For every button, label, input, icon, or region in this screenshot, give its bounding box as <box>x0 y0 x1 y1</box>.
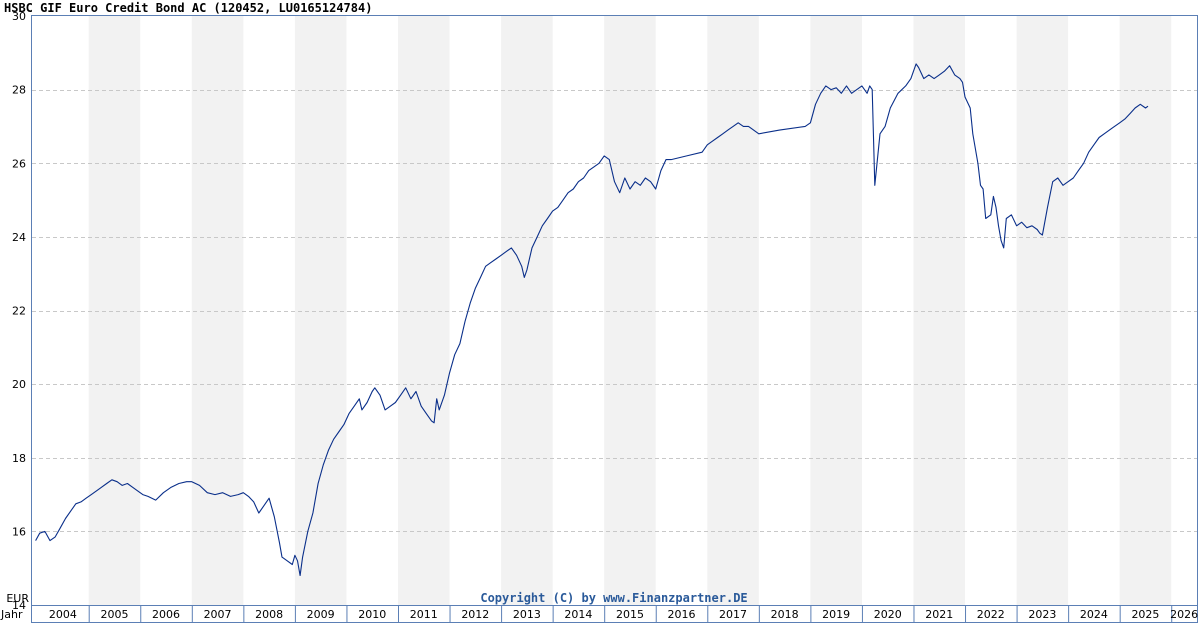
y-tick-label: 30 <box>12 10 26 23</box>
year-band <box>604 16 656 605</box>
year-band <box>1119 16 1172 605</box>
x-tick-label: 2016 <box>668 608 696 621</box>
x-tick-label: 2009 <box>307 608 335 621</box>
x-axis-box <box>31 605 1198 623</box>
y-tick-label: 14 <box>12 599 26 612</box>
x-tick-label: 2004 <box>49 608 77 621</box>
year-band <box>88 16 141 605</box>
year-band <box>294 16 347 605</box>
year-band <box>501 16 553 605</box>
x-tick-label: 2025 <box>1131 608 1159 621</box>
y-tick-label: 22 <box>12 305 26 318</box>
x-tick-label: 2021 <box>925 608 953 621</box>
x-tick-label: 2023 <box>1028 608 1056 621</box>
x-tick-label: 2013 <box>513 608 541 621</box>
year-band <box>1016 16 1069 605</box>
x-tick-label: 2005 <box>100 608 128 621</box>
x-tick-label: 2006 <box>152 608 180 621</box>
year-band <box>397 16 450 605</box>
x-tick-label: 2015 <box>616 608 644 621</box>
y-axis-ticks: 14 16 18 20 22 24 26 28 30 <box>12 10 26 612</box>
price-line <box>35 63 1149 577</box>
x-axis-label: Jahr <box>0 608 23 621</box>
copyright-notice: Copyright (C) by www.Finanzpartner.DE <box>480 591 747 605</box>
x-axis: Jahr 2004 2005 2006 2007 2008 2009 2010 2011 201… <box>0 605 1198 623</box>
x-tick-label: 2014 <box>564 608 592 621</box>
x-tick-label: 2024 <box>1080 608 1108 621</box>
year-band <box>191 16 244 605</box>
x-tick-label: 2007 <box>204 608 232 621</box>
series-layer <box>35 63 1149 577</box>
year-band <box>707 16 759 605</box>
x-tick-label: 2022 <box>977 608 1005 621</box>
unit-label: EUR <box>6 592 29 605</box>
y-tick-label: 20 <box>12 378 26 391</box>
y-tick-label: 24 <box>12 231 26 244</box>
y-tick-label: 28 <box>12 84 26 97</box>
year-band <box>913 16 966 605</box>
year-band <box>810 16 862 605</box>
y-tick-label: 26 <box>12 157 26 170</box>
grid-lines <box>32 90 1197 532</box>
x-tick-label: 2019 <box>822 608 850 621</box>
x-tick-label: 2018 <box>771 608 799 621</box>
x-tick-label: 2020 <box>874 608 902 621</box>
y-tick-label: 18 <box>12 452 26 465</box>
y-tick-label: 16 <box>12 525 26 538</box>
year-bands <box>88 16 1172 605</box>
x-axis-ticks: 2004 2005 2006 2007 2008 2009 2010 2011 2012 2013… <box>49 606 1198 622</box>
x-tick-label: 2012 <box>461 608 489 621</box>
x-tick-label: 2010 <box>358 608 386 621</box>
chart-title: HSBC GIF Euro Credit Bond AC (120452, LU… <box>4 1 373 15</box>
x-tick-label: 2026 <box>1170 608 1198 621</box>
x-tick-label: 2011 <box>410 608 438 621</box>
x-tick-label: 2008 <box>255 608 283 621</box>
x-tick-label: 2017 <box>719 608 747 621</box>
